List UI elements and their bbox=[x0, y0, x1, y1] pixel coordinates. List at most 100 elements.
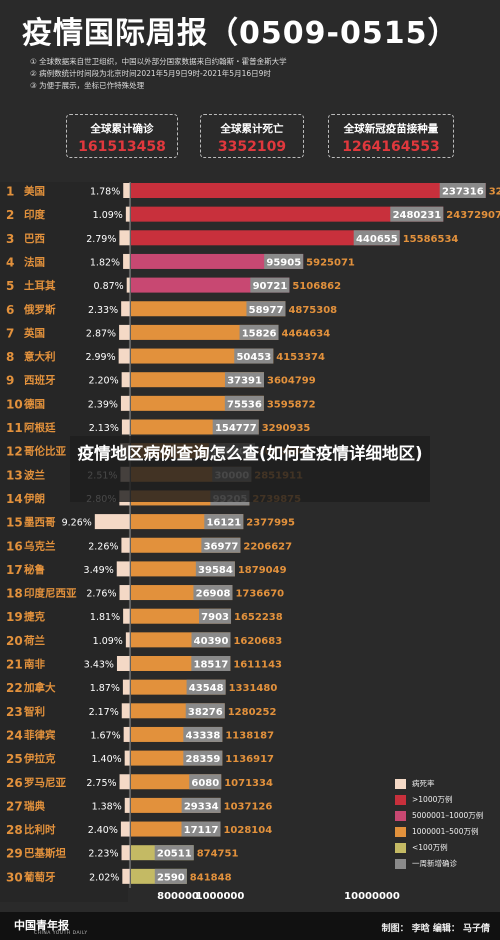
total-bar bbox=[131, 253, 304, 269]
cfr-label: 1.82% bbox=[90, 257, 120, 268]
stat-global-vaccinations: 全球新冠疫苗接种量 1264164553 bbox=[328, 114, 454, 158]
cfr-bar bbox=[123, 608, 130, 624]
country-label: 法国 bbox=[24, 255, 45, 268]
cfr-bar bbox=[118, 348, 130, 364]
note-1: ① 全球数据来自世卫组织，中国以外部分国家数据来自约翰斯・霍普金斯大学 bbox=[30, 57, 287, 66]
rank-number: 21 bbox=[6, 658, 23, 672]
weekly-label-bg bbox=[195, 561, 235, 577]
cfr-label: 2.39% bbox=[88, 399, 118, 410]
country-label: 印度 bbox=[24, 208, 45, 221]
weekly-label-bg bbox=[224, 395, 264, 411]
cfr-bar bbox=[119, 324, 130, 340]
weekly-label: 6080 bbox=[191, 778, 219, 789]
legend-swatch bbox=[395, 811, 406, 821]
cfr-bar bbox=[121, 703, 130, 719]
total-label: 3290935 bbox=[262, 423, 311, 434]
cfr-bar bbox=[126, 277, 130, 293]
title-overlay-bg bbox=[70, 436, 430, 502]
rank-number: 22 bbox=[6, 681, 23, 695]
cfr-label: 3.49% bbox=[84, 565, 114, 576]
country-label: 巴西 bbox=[24, 233, 45, 245]
rank-number: 27 bbox=[6, 799, 23, 813]
stat-global-confirmed: 全球累计确诊 161513458 bbox=[66, 114, 178, 158]
total-label: 1280252 bbox=[228, 707, 277, 718]
weekly-label: 37391 bbox=[227, 376, 262, 387]
cfr-label: 0.87% bbox=[94, 281, 124, 292]
weekly-label-bg bbox=[191, 632, 231, 648]
country-label: 西班牙 bbox=[24, 374, 56, 387]
cfr-label: 2.99% bbox=[85, 352, 115, 363]
tick-label: 10000000 bbox=[344, 891, 400, 902]
weekly-label: 237316 bbox=[442, 187, 484, 198]
cfr-label: 2.75% bbox=[86, 778, 116, 789]
country-label: 意大利 bbox=[24, 350, 56, 363]
cfr-bar bbox=[122, 679, 130, 695]
weekly-label: 75536 bbox=[227, 399, 262, 410]
rank-number: 12 bbox=[6, 445, 23, 459]
cfr-label: 2.76% bbox=[86, 589, 116, 600]
weekly-label-bg bbox=[264, 253, 304, 269]
cfr-bar bbox=[121, 845, 130, 861]
cfr-label: 2.33% bbox=[88, 305, 118, 316]
weekly-label: 58977 bbox=[249, 305, 284, 316]
weekly-label-bg bbox=[154, 845, 194, 861]
legend-label: >1000万例 bbox=[412, 795, 453, 804]
weekly-label: 2480231 bbox=[393, 210, 442, 221]
cfr-bar bbox=[125, 206, 130, 222]
country-label: 捷克 bbox=[24, 610, 45, 623]
total-bar bbox=[131, 183, 486, 198]
weekly-label: 39584 bbox=[198, 565, 233, 576]
cfr-label: 1.67% bbox=[90, 730, 120, 741]
weekly-label-bg bbox=[390, 206, 444, 222]
country-label: 秘鲁 bbox=[24, 563, 45, 576]
total-label: 1136917 bbox=[225, 754, 274, 765]
country-label: 葡萄牙 bbox=[23, 870, 56, 883]
weekly-label: 2590 bbox=[157, 872, 185, 883]
country-label: 南非 bbox=[24, 658, 45, 671]
weekly-label-bg bbox=[185, 703, 225, 719]
total-label: 1028104 bbox=[223, 825, 272, 836]
legend-swatch bbox=[395, 779, 406, 789]
legend-swatch bbox=[395, 795, 406, 805]
rank-number: 19 bbox=[6, 610, 23, 624]
weekly-label-bg bbox=[199, 608, 232, 624]
stat-label: 全球新冠疫苗接种量 bbox=[343, 123, 439, 135]
total-label: 1071334 bbox=[224, 778, 273, 789]
cfr-bar bbox=[121, 301, 130, 317]
total-bar bbox=[131, 230, 400, 246]
weekly-label: 50453 bbox=[236, 352, 271, 363]
country-label: 波兰 bbox=[24, 468, 45, 481]
country-label: 美国 bbox=[24, 185, 45, 198]
rank-number: 23 bbox=[6, 705, 23, 719]
country-label: 阿根廷 bbox=[24, 421, 56, 434]
cfr-bar bbox=[119, 585, 130, 601]
total-bar bbox=[131, 277, 290, 293]
rank-number: 3 bbox=[6, 232, 14, 246]
stat-label: 全球累计死亡 bbox=[220, 123, 284, 135]
stat-value: 161513458 bbox=[78, 139, 166, 155]
weekly-label-bg bbox=[234, 348, 274, 364]
rank-number: 20 bbox=[6, 634, 23, 648]
weekly-label: 154777 bbox=[215, 423, 257, 434]
legend-label: 一周新增确诊 bbox=[412, 859, 457, 868]
weekly-label-bg bbox=[224, 372, 264, 388]
cfr-bar bbox=[119, 774, 130, 790]
total-label: 4875308 bbox=[288, 305, 337, 316]
rank-number: 6 bbox=[6, 303, 14, 317]
country-label: 加拿大 bbox=[23, 681, 56, 694]
country-label: 土耳其 bbox=[24, 279, 56, 292]
total-label: 1331480 bbox=[229, 683, 278, 694]
weekly-label-bg bbox=[201, 537, 241, 553]
weekly-label: 17117 bbox=[184, 825, 219, 836]
legend-label: 5000001–1000万例 bbox=[412, 811, 484, 820]
weekly-label: 43338 bbox=[186, 730, 221, 741]
stat-value: 3352109 bbox=[217, 139, 287, 155]
rank-number: 8 bbox=[6, 350, 14, 364]
legend-label: 病死率 bbox=[412, 779, 435, 788]
weekly-label-bg bbox=[439, 183, 486, 198]
cfr-label: 1.87% bbox=[90, 683, 120, 694]
total-label: 1652238 bbox=[234, 612, 283, 623]
total-label: 1879049 bbox=[238, 565, 287, 576]
weekly-label-bg bbox=[154, 868, 187, 884]
weekly-label-bg bbox=[239, 324, 279, 340]
